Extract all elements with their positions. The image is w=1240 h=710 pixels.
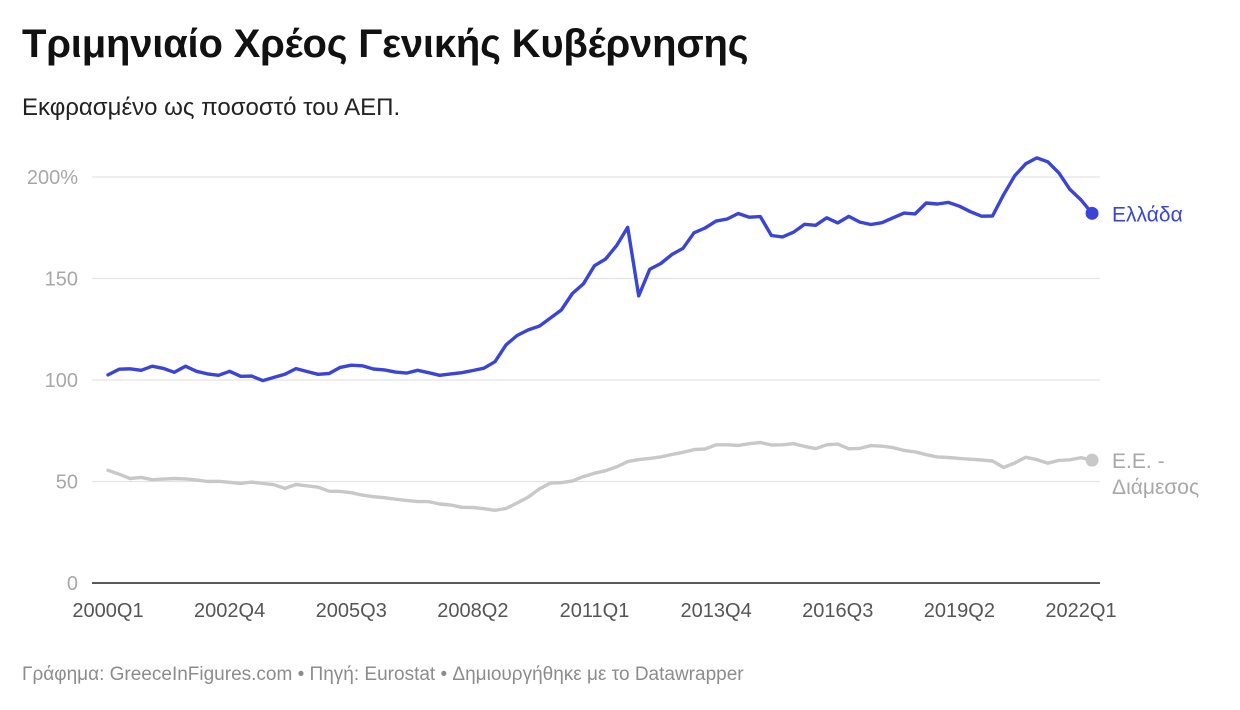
gridlines — [92, 176, 1100, 584]
series-labels: Ελλάδα Ε.Ε. - Διάμεσος — [1112, 203, 1199, 499]
chart-footer: Γράφημα: GreeceInFigures.com • Πηγή: Eur… — [22, 664, 744, 685]
series-label-line: Ε.Ε. - — [1112, 450, 1165, 473]
x-tick-label: 2011Q1 — [560, 600, 630, 622]
series-line — [106, 440, 1094, 512]
y-tick-label: 200% — [27, 167, 78, 189]
y-tick-label: 50 — [56, 472, 78, 494]
y-axis-ticks: 0 50 100 150 200% — [27, 167, 78, 595]
x-tick-label: 2005Q3 — [316, 600, 387, 622]
x-tick-label: 2008Q2 — [437, 600, 508, 622]
series-end-dot — [1085, 453, 1099, 467]
series-label: Ελλάδα — [1112, 203, 1183, 226]
x-tick-label: 2000Q1 — [72, 600, 143, 622]
x-tick-label: 2022Q1 — [1045, 600, 1116, 622]
chart-subtitle: Εκφρασμένο ως ποσοστό του ΑΕΠ. — [22, 94, 401, 121]
series-lines — [106, 156, 1099, 512]
series-end-dot — [1085, 206, 1099, 220]
x-tick-label: 2013Q4 — [681, 600, 752, 622]
x-axis-ticks: 2000Q1 2002Q4 2005Q3 2008Q2 2011Q1 2013Q4 2016… — [72, 600, 1116, 622]
y-tick-label: 100 — [45, 370, 78, 392]
x-tick-label: 2019Q2 — [924, 600, 995, 622]
series-label: Ε.Ε. - Διάμεσος — [1112, 450, 1199, 499]
y-tick-label: 0 — [67, 573, 78, 595]
x-tick-label: 2002Q4 — [194, 600, 265, 622]
series-line — [106, 156, 1094, 383]
y-tick-label: 150 — [45, 269, 78, 291]
series-label-line: Διάμεσος — [1112, 476, 1199, 499]
x-tick-label: 2016Q3 — [802, 600, 873, 622]
chart-title: Τριμηνιαίο Χρέος Γενικής Κυβέρνησης — [22, 22, 749, 66]
